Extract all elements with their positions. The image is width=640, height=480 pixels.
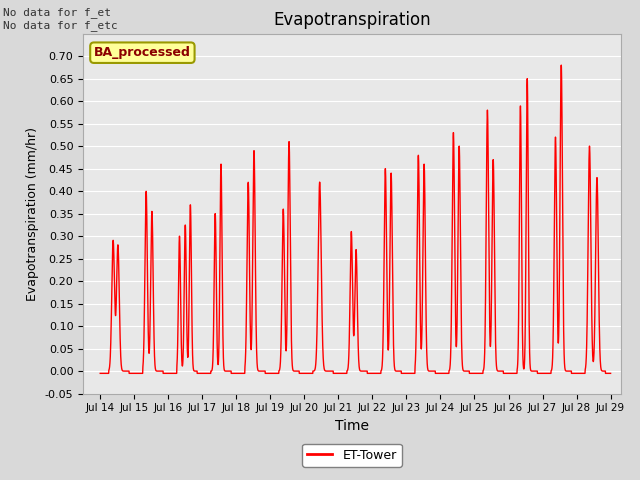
Text: No data for f_etc: No data for f_etc <box>3 20 118 31</box>
X-axis label: Time: Time <box>335 419 369 433</box>
Text: No data for f_et: No data for f_et <box>3 7 111 18</box>
Title: Evapotranspiration: Evapotranspiration <box>273 11 431 29</box>
Y-axis label: Evapotranspiration (mm/hr): Evapotranspiration (mm/hr) <box>26 127 39 300</box>
Text: BA_processed: BA_processed <box>94 46 191 59</box>
Legend: ET-Tower: ET-Tower <box>302 444 402 467</box>
